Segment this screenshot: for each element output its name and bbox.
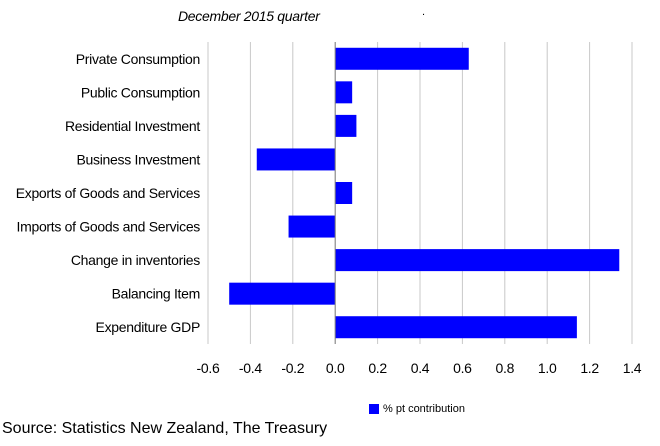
category-label: Change in inventories: [71, 252, 200, 268]
x-tick-label: 0.8: [496, 360, 515, 376]
x-tick-label: 0.0: [326, 360, 345, 376]
category-label: Exports of Goods and Services: [16, 185, 201, 201]
bar: [288, 215, 336, 238]
legend-label: % pt contribution: [383, 403, 465, 415]
chart-subtitle: December 2015 quarter: [178, 8, 320, 24]
bar: [335, 316, 577, 339]
x-tick-label: 1.4: [623, 360, 642, 376]
bar: [335, 81, 353, 104]
category-label: Public Consumption: [81, 84, 200, 100]
bar: [229, 282, 336, 305]
category-label: Expenditure GDP: [96, 319, 200, 335]
category-label: Private Consumption: [76, 51, 200, 67]
bar: [335, 182, 353, 204]
source-note: Source: Statistics New Zealand, The Trea…: [2, 420, 328, 437]
x-tick-label: 0.4: [411, 360, 430, 376]
bar: [335, 114, 357, 137]
category-label: Imports of Goods and Services: [17, 219, 201, 235]
x-tick-label: 0.6: [453, 360, 472, 376]
legend-swatch: [369, 404, 379, 414]
x-tick-labels: -0.6 -0.4 -0.2 0.0 0.2 0.4 0.6 0.8 1.0 1.2 1.4: [197, 360, 643, 376]
category-labels: Private Consumption Public Consumption Res…: [16, 51, 201, 335]
stray-dot: .: [422, 6, 426, 18]
x-tick-label: -0.6: [197, 360, 220, 376]
x-tick-label: 1.2: [580, 360, 599, 376]
bars: [229, 47, 620, 339]
x-tick-label: -0.2: [281, 360, 304, 376]
x-tick-label: -0.4: [239, 360, 262, 376]
category-label: Balancing Item: [112, 286, 200, 302]
legend: % pt contribution: [369, 403, 465, 415]
category-label: Residential Investment: [65, 118, 200, 134]
x-tick-label: 0.2: [368, 360, 387, 376]
category-label: Business Investment: [77, 151, 201, 167]
bar: [335, 47, 469, 70]
bar: [335, 249, 620, 272]
bar-chart: Private Consumption Public Consumption Res…: [16, 42, 643, 376]
x-tick-label: 1.0: [538, 360, 557, 376]
bar: [256, 148, 336, 171]
